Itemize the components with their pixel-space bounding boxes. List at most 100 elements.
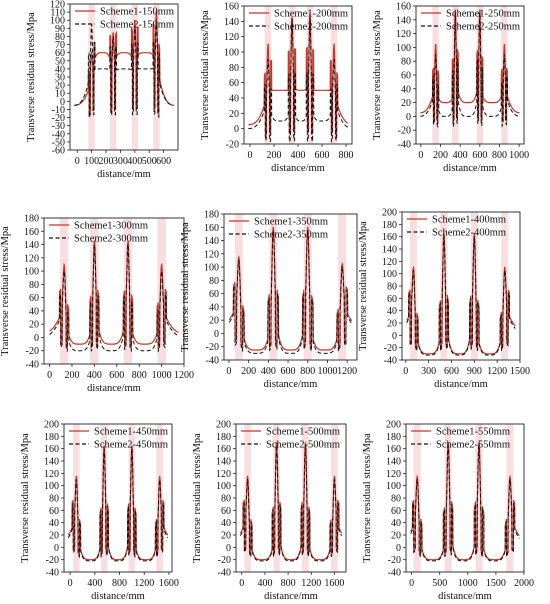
y-tick-label: 80	[49, 494, 59, 505]
y-tick-label: 160	[224, 2, 239, 13]
y-axis-label: Transverse residual stress/Mpa	[362, 433, 373, 563]
y-tick-label: 0	[34, 333, 39, 344]
weld-band	[88, 4, 95, 150]
x-tick-label: 200	[241, 366, 256, 377]
y-tick-label: 120	[204, 249, 219, 260]
x-tick-label: 1500	[486, 578, 506, 589]
y-tick-label: 60	[221, 506, 231, 517]
chart-panel-4: -40 -20 0 20 40 60 80 100 120 140 160 180 0 200 400 600…	[0, 214, 194, 395]
x-tick-label: 500	[142, 156, 157, 167]
x-axis-label: distance/mm	[264, 379, 318, 390]
y-tick-label: 120	[224, 32, 239, 43]
x-axis-label: distance/mm	[87, 383, 141, 394]
x-tick-label: 0	[248, 150, 253, 161]
series-scheme2-line	[239, 445, 343, 562]
weld-band	[470, 212, 478, 360]
y-tick-label: 0	[226, 543, 231, 554]
y-tick-label: -50	[52, 137, 65, 148]
y-tick-label: -20	[206, 342, 219, 353]
weld-band	[128, 424, 136, 572]
x-tick-label: 1000	[317, 366, 337, 377]
x-tick-label: 0	[68, 578, 73, 589]
x-tick-label: 1600	[159, 578, 179, 589]
legend-label: Scheme1-300mm	[74, 221, 148, 232]
y-tick-label: 40	[387, 306, 397, 317]
y-tick-label: 140	[382, 245, 397, 256]
y-tick-label: 180	[204, 210, 219, 221]
y-tick-label: 60	[49, 506, 59, 517]
weld-band	[302, 424, 309, 572]
y-tick-label: 120	[382, 257, 397, 268]
y-tick-label: 200	[386, 420, 401, 431]
weld-band	[156, 424, 163, 572]
weld-band	[244, 424, 251, 572]
y-tick-label: 20	[55, 81, 65, 92]
y-tick-label: 90	[55, 24, 65, 35]
y-tick-label: -20	[46, 555, 59, 566]
y-tick-label: -10	[52, 105, 65, 116]
y-tick-label: 100	[386, 481, 401, 492]
y-tick-label: 120	[50, 0, 65, 11]
y-tick-label: 60	[229, 78, 239, 89]
y-tick-label: 120	[24, 253, 39, 264]
series-scheme2-line	[228, 229, 353, 354]
chart-panel-3: -40 -20 0 20 40 60 80 100 120 140 160 0 200 400 600 800…	[372, 2, 529, 175]
legend-label: Scheme1-200mm	[274, 9, 348, 20]
y-tick-label: 100	[44, 481, 59, 492]
y-tick-label: 140	[216, 457, 231, 468]
y-tick-label: 180	[216, 432, 231, 443]
y-tick-label: 100	[224, 48, 239, 59]
x-tick-label: 2000	[514, 578, 534, 589]
y-tick-label: 80	[401, 57, 411, 68]
weld-band	[269, 214, 278, 360]
x-tick-label: 1500	[510, 366, 530, 377]
y-tick-label: 20	[209, 316, 219, 327]
y-axis-label: Transverse residual stress/Mpa	[192, 433, 203, 563]
x-tick-label: 900	[467, 366, 482, 377]
legend-label: Scheme2-200mm	[274, 22, 348, 33]
legend-label: Scheme2-300mm	[74, 234, 148, 245]
series-scheme1-line	[410, 441, 520, 561]
weld-band	[476, 6, 484, 144]
y-tick-label: 20	[49, 531, 59, 542]
x-tick-label: 0	[75, 156, 80, 167]
legend-label: Scheme2-500mm	[266, 440, 340, 451]
y-tick-label: 20	[221, 531, 231, 542]
weld-band	[338, 214, 347, 360]
y-tick-label: 120	[44, 469, 59, 480]
x-tick-label: 0	[409, 578, 414, 589]
y-tick-label: 100	[216, 481, 231, 492]
weld-band	[501, 6, 508, 144]
x-axis-label: distance/mm	[264, 591, 318, 602]
y-axis-label: Transverse residual stress/Mpa	[0, 226, 11, 356]
chart-panel-2: -20 0 20 40 60 80 100 120 140 160 0 200 400 600 800 dis…	[200, 2, 354, 175]
x-tick-label: 400	[257, 578, 272, 589]
y-tick-label: -20	[226, 140, 239, 151]
y-tick-label: 40	[49, 518, 59, 529]
y-tick-label: 60	[55, 48, 65, 59]
y-tick-label: 80	[55, 32, 65, 43]
y-tick-label: 40	[29, 306, 39, 317]
y-tick-label: 50	[55, 56, 65, 67]
y-tick-label: 70	[55, 40, 65, 51]
y-tick-label: -20	[388, 555, 401, 566]
weld-band	[264, 6, 272, 144]
weld-band	[409, 212, 417, 360]
x-axis-label: distance/mm	[97, 169, 151, 180]
x-tick-label: 400	[261, 366, 276, 377]
x-tick-label: 600	[109, 370, 124, 381]
legend-label: Scheme2-550mm	[436, 440, 510, 451]
y-tick-label: 80	[391, 494, 401, 505]
legend-label: Scheme1-350mm	[254, 217, 328, 228]
x-axis-label: distance/mm	[434, 379, 488, 390]
x-tick-label: 1000	[509, 150, 529, 161]
x-tick-label: 200	[433, 150, 448, 161]
y-tick-label: 20	[401, 98, 411, 109]
series-scheme1-line	[406, 232, 516, 355]
y-tick-label: 160	[44, 444, 59, 455]
y-tick-label: -40	[206, 356, 219, 367]
